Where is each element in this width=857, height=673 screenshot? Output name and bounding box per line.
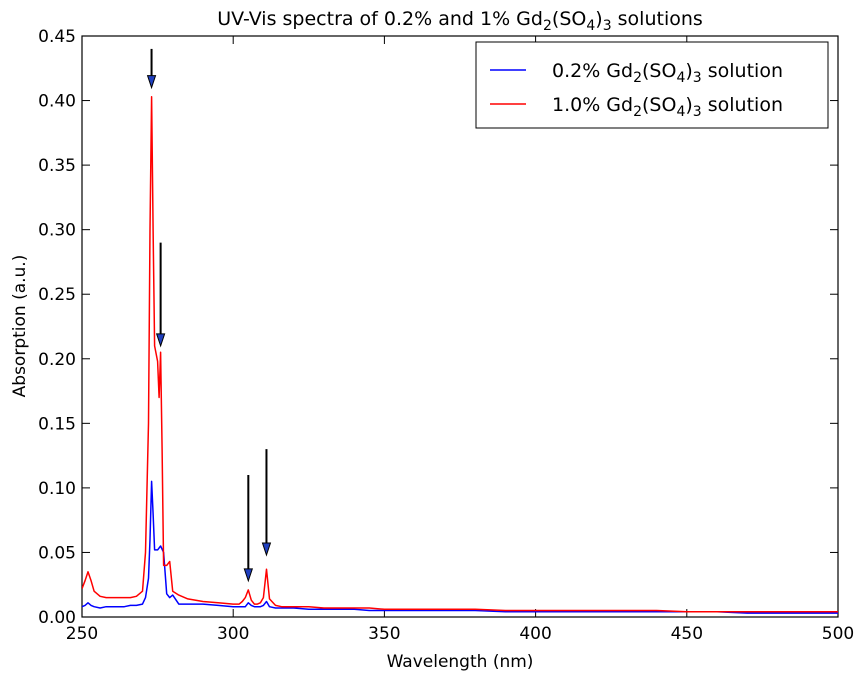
y-tick-label: 0.15 xyxy=(38,414,76,434)
y-tick-label: 0.05 xyxy=(38,543,76,563)
y-tick-label: 0.30 xyxy=(38,221,76,241)
legend: 0.2% Gd2(SO4)3 solution 1.0% Gd2(SO4)3 so… xyxy=(475,41,829,129)
y-axis-label: Absorption (a.u.) xyxy=(10,255,30,398)
peak-arrow xyxy=(261,449,272,557)
series-line-0 xyxy=(82,480,838,614)
peak-arrows xyxy=(146,48,272,583)
y-tick-label: 0.45 xyxy=(38,27,76,47)
y-tick-labels: 0.00 0.05 0.10 0.15 0.20 0.25 0.30 0.35 0.40 0.45 xyxy=(38,27,76,628)
x-tick-label: 300 xyxy=(217,624,249,644)
peak-arrow xyxy=(155,242,166,348)
legend-label-1: 1.0% Gd2(SO4)3 solution xyxy=(552,94,783,120)
x-tick-label: 250 xyxy=(66,624,98,644)
x-tick-label: 350 xyxy=(368,624,400,644)
chart-title: UV-Vis spectra of 0.2% and 1% Gd2(SO4)3 … xyxy=(217,8,703,34)
legend-label-0: 0.2% Gd2(SO4)3 solution xyxy=(552,60,783,86)
x-axis-label: Wavelength (nm) xyxy=(387,652,534,672)
y-tick-label: 0.10 xyxy=(38,479,76,499)
peak-arrow xyxy=(243,474,254,583)
x-tick-label: 500 xyxy=(822,624,854,644)
y-tick-label: 0.40 xyxy=(38,92,76,112)
legend-box xyxy=(475,41,829,129)
peak-arrow xyxy=(146,48,157,90)
y-tick-label: 0.20 xyxy=(38,350,76,370)
x-tick-labels: 250 300 350 400 450 500 xyxy=(66,624,854,644)
y-tick-label: 0.35 xyxy=(38,156,76,176)
y-tick-label: 0.00 xyxy=(38,608,76,628)
plot-frame xyxy=(81,35,839,618)
x-tick-label: 400 xyxy=(519,624,551,644)
series-line-1 xyxy=(82,95,838,613)
x-tick-label: 450 xyxy=(671,624,703,644)
series-lines xyxy=(82,95,838,614)
y-tick-label: 0.25 xyxy=(38,285,76,305)
